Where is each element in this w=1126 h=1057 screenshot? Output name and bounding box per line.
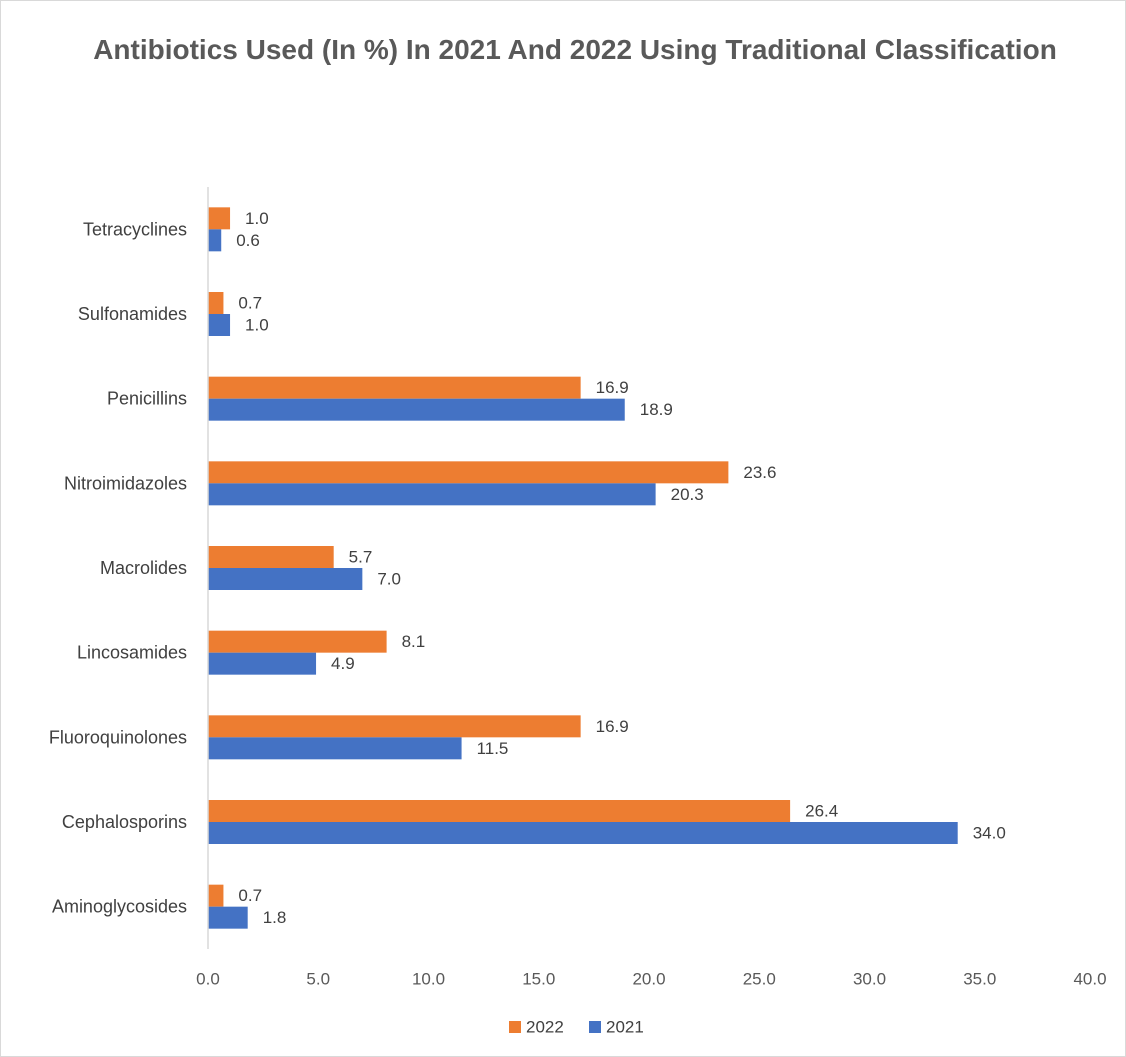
- x-tick-label: 20.0: [632, 970, 665, 989]
- x-tick-label: 35.0: [963, 970, 996, 989]
- category-label: Aminoglycosides: [52, 897, 187, 917]
- data-label: 8.1: [402, 632, 426, 651]
- bar-2021: [208, 737, 462, 760]
- category-label: Nitroimidazoles: [64, 473, 187, 493]
- data-label: 7.0: [377, 570, 401, 589]
- bar-2021: [208, 398, 625, 421]
- chart-title: Antibiotics Used (In %) In 2021 And 2022…: [93, 34, 1057, 65]
- category-label: Tetracyclines: [83, 219, 187, 239]
- x-tick-label: 10.0: [412, 970, 445, 989]
- legend-swatch: [589, 1021, 601, 1033]
- data-label: 11.5: [477, 739, 509, 758]
- category-label: Fluoroquinolones: [49, 727, 187, 747]
- bar-2021: [208, 314, 231, 336]
- data-label: 16.9: [596, 717, 629, 736]
- bar-2022: [208, 800, 791, 822]
- bar-2021: [208, 229, 222, 252]
- x-tick-label: 0.0: [196, 970, 220, 989]
- x-tick-label: 40.0: [1073, 970, 1106, 989]
- legend-swatch: [509, 1021, 521, 1033]
- data-label: 5.7: [349, 548, 373, 567]
- data-label: 26.4: [805, 802, 838, 821]
- data-label: 18.9: [640, 400, 673, 419]
- bar-2021: [208, 483, 656, 506]
- category-label: Cephalosporins: [62, 812, 187, 832]
- bar-2021: [208, 906, 248, 929]
- data-label: 1.8: [263, 908, 287, 927]
- category-label: Penicillins: [107, 389, 187, 409]
- bar-2022: [208, 546, 334, 568]
- data-label: 23.6: [743, 463, 776, 482]
- bar-2022: [208, 207, 231, 230]
- bar-2022: [208, 630, 387, 653]
- x-tick-label: 15.0: [522, 970, 555, 989]
- data-label: 1.0: [245, 209, 269, 228]
- bar-2021: [208, 822, 958, 844]
- data-label: 0.7: [238, 886, 262, 905]
- legend-label: 2022: [526, 1018, 564, 1037]
- x-tick-label: 5.0: [306, 970, 330, 989]
- data-label: 1.0: [245, 316, 269, 335]
- data-label: 20.3: [671, 485, 704, 504]
- x-tick-label: 30.0: [853, 970, 886, 989]
- legend-label: 2021: [606, 1018, 644, 1037]
- data-label: 34.0: [973, 824, 1006, 843]
- data-label: 4.9: [331, 654, 355, 673]
- bar-2021: [208, 652, 317, 675]
- data-label: 16.9: [596, 378, 629, 397]
- data-label: 0.6: [236, 231, 260, 250]
- data-label: 0.7: [238, 294, 262, 313]
- x-tick-label: 25.0: [743, 970, 776, 989]
- bar-2022: [208, 884, 224, 907]
- category-label: Lincosamides: [77, 643, 187, 663]
- bar-2022: [208, 461, 729, 484]
- bar-2022: [208, 715, 581, 738]
- bar-2021: [208, 568, 363, 590]
- category-label: Macrolides: [100, 558, 187, 578]
- bar-2022: [208, 376, 581, 399]
- category-label: Sulfonamides: [78, 304, 187, 324]
- bar-2022: [208, 292, 224, 314]
